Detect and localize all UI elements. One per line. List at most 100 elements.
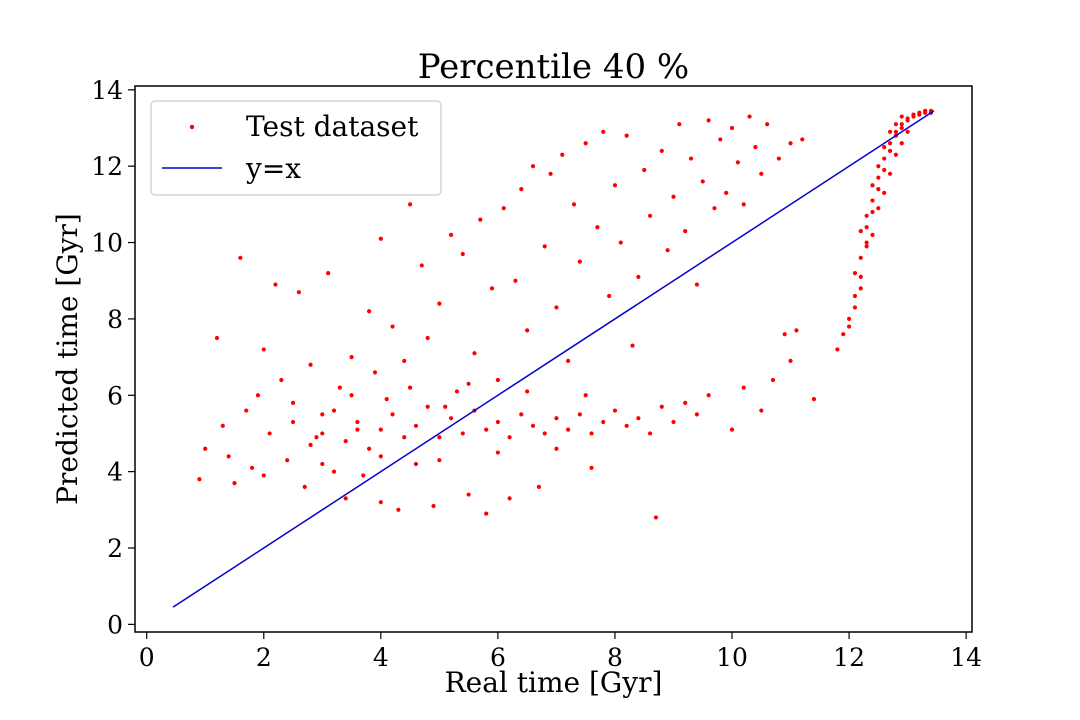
- scatter-point: [846, 324, 852, 329]
- scatter-point: [706, 118, 711, 123]
- x-tick-label: 12: [833, 643, 865, 672]
- legend-label-y-equals-x: y=x: [245, 152, 301, 185]
- scatter-point: [273, 282, 278, 287]
- scatter-point: [624, 423, 629, 428]
- scatter-point: [653, 515, 659, 520]
- scatter-point: [408, 202, 413, 207]
- scatter-point: [460, 431, 465, 436]
- scatter-point: [788, 358, 793, 364]
- scatter-point: [659, 148, 664, 154]
- scatter-point: [554, 416, 559, 421]
- scatter-point: [343, 496, 348, 501]
- scatter-point: [647, 431, 653, 436]
- scatter-point: [226, 454, 231, 459]
- scatter-point: [285, 458, 290, 463]
- scatter-point: [765, 122, 770, 127]
- scatter-point: [261, 347, 266, 352]
- x-axis-label: Real time [Gyr]: [445, 666, 663, 699]
- y-tick-label: 6: [107, 381, 123, 410]
- scatter-point: [905, 129, 910, 134]
- scatter-point: [378, 500, 383, 505]
- scatter-point: [466, 381, 471, 386]
- scatter-point: [870, 232, 875, 238]
- scatter-point: [794, 328, 799, 333]
- scatter-point: [876, 186, 881, 192]
- scatter-point: [618, 240, 623, 245]
- scatter-point: [759, 408, 764, 413]
- reference-line: [172, 110, 935, 608]
- scatter-point: [425, 404, 430, 409]
- scatter-point: [724, 190, 729, 196]
- scatter-point: [887, 129, 893, 134]
- scatter-point: [741, 385, 746, 390]
- scatter-point: [630, 343, 635, 348]
- scatter-point: [378, 236, 383, 241]
- scatter-point: [308, 442, 313, 448]
- scatter-point: [624, 133, 629, 138]
- scatter-point: [882, 190, 887, 196]
- scatter-point: [519, 186, 524, 192]
- scatter-point: [870, 183, 875, 188]
- scatter-point: [314, 435, 319, 440]
- scatter-point: [770, 377, 776, 383]
- scatter-point: [413, 461, 419, 467]
- scatter-point: [887, 148, 893, 154]
- y-axis-ticks: 0 2 4 6 8 10 12 14: [91, 76, 135, 639]
- scatter-point: [858, 228, 863, 234]
- x-tick-label: 8: [607, 643, 623, 672]
- scatter-point: [899, 114, 904, 119]
- scatter-point: [548, 171, 553, 176]
- y-axis-label: Predicted time [Gyr]: [51, 213, 84, 505]
- scatter-point: [642, 167, 647, 173]
- x-tick-label: 4: [373, 643, 389, 672]
- y-tick-label: 0: [107, 610, 123, 639]
- legend-label-test-dataset: Test dataset: [246, 110, 419, 143]
- scatter-point: [636, 416, 641, 421]
- scatter-point: [454, 389, 460, 394]
- scatter-point: [472, 351, 477, 356]
- scatter-point: [688, 156, 694, 161]
- scatter-point: [659, 404, 664, 409]
- scatter-point: [858, 286, 863, 291]
- scatter-point: [484, 511, 489, 516]
- scatter-point: [899, 141, 904, 146]
- scatter-point: [337, 385, 342, 390]
- scatter-point: [612, 408, 618, 413]
- scatter-point: [571, 202, 577, 207]
- scatter-point: [595, 225, 600, 230]
- scatter-point: [267, 431, 272, 436]
- scatter-point: [876, 175, 881, 180]
- scatter-point: [852, 293, 858, 299]
- scatter-point: [589, 465, 594, 470]
- scatter-point: [841, 332, 846, 337]
- scatter-point: [261, 473, 266, 478]
- scatter-point: [525, 389, 530, 394]
- scatter-point: [408, 385, 413, 390]
- x-tick-label: 0: [139, 643, 155, 672]
- scatter-point: [917, 110, 922, 115]
- scatter-point: [361, 473, 366, 478]
- scatter-point: [331, 469, 337, 474]
- scatter-point: [665, 248, 670, 253]
- scatter-point: [583, 393, 588, 398]
- scatter-point: [372, 370, 378, 375]
- scatter-point: [887, 141, 893, 146]
- scatter-point: [566, 358, 571, 364]
- scatter-point: [519, 412, 524, 417]
- scatter-point: [525, 328, 530, 333]
- scatter-point: [577, 412, 582, 417]
- scatter-point: [864, 244, 869, 249]
- scatter-point: [706, 393, 711, 398]
- scatter-point: [835, 347, 840, 352]
- scatter-point: [694, 282, 700, 287]
- scatter-point: [495, 419, 500, 425]
- scatter-point: [800, 137, 805, 142]
- scatter-point: [729, 125, 735, 131]
- legend-marker-dot: [189, 124, 195, 130]
- scatter-point: [536, 484, 541, 490]
- scatter-point: [887, 171, 893, 176]
- scatter-point: [882, 156, 887, 161]
- scatter-point: [390, 324, 395, 329]
- scatter-point: [437, 301, 442, 306]
